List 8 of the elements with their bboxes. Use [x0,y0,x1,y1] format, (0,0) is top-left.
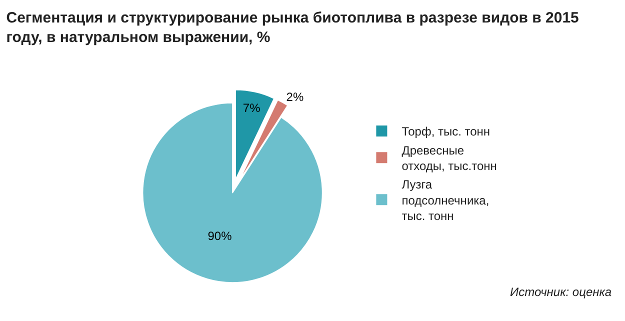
chart-title: Сегментация и структурирование рынка биотоплива в разрезе видов в 2015 году, в натуральном выражении, % [6,9,579,46]
legend-label: Лузга подсолнечника, тыс. тонн [402,178,490,223]
legend-label: Торф, тыс. тонн [402,124,490,139]
data-label: 90% [208,228,232,243]
data-label: 7% [242,100,261,115]
data-label: 2% [286,90,304,104]
text: Источник: оценка [510,285,612,299]
legend-label: Древесные отходы, тыс.тонн [402,143,497,174]
